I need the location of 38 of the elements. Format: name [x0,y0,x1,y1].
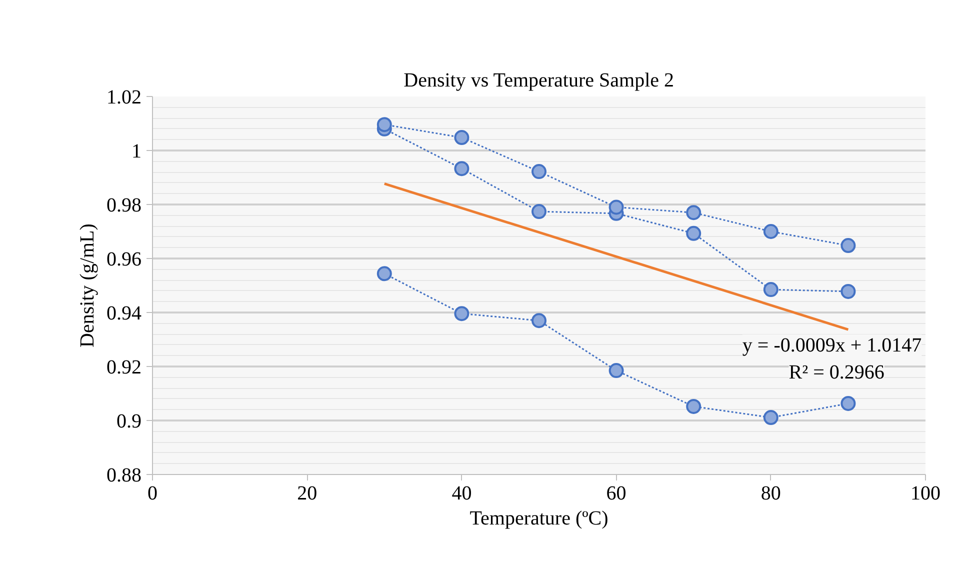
x-tick-label: 80 [760,482,781,504]
y-axis-title: Density (g/mL) [76,224,98,348]
annotation: R² = 0.2966 [788,361,884,384]
point [840,284,856,299]
point [763,282,778,298]
point [763,224,778,239]
point [608,200,624,215]
x-tick-label: 60 [606,482,626,504]
point [840,238,856,254]
point [376,266,392,282]
point [686,226,702,241]
x-tick-label: 100 [910,482,940,504]
x-axis-title: Temperature (ºC) [470,508,608,530]
y-tick-label: 1 [132,140,142,162]
chart-title: Density vs Temperature Sample 2 [404,70,674,92]
point [686,398,702,414]
x-tick-label: 40 [452,482,472,504]
y-tick-label: 0.96 [106,248,142,270]
point [532,204,546,220]
point [376,117,392,132]
y-tick-label: 0.98 [106,194,142,216]
x-tick-label: 0 [148,482,158,504]
y-tick-label: 1.02 [106,86,142,108]
y-tick-label: 0.9 [116,410,142,432]
point [608,363,624,378]
point [532,313,546,328]
point [532,164,546,180]
point [840,396,856,411]
point [763,410,778,426]
y-tick-label: 0.94 [106,302,142,324]
annotation: y = -0.0009x + 1.0147 [742,334,922,356]
point [454,130,470,146]
y-tick-label: 0.88 [106,464,142,486]
y-tick-label: 0.92 [106,356,142,378]
point [454,306,470,322]
x-tick-label: 20 [297,482,318,504]
point [454,161,470,176]
point [686,205,702,220]
